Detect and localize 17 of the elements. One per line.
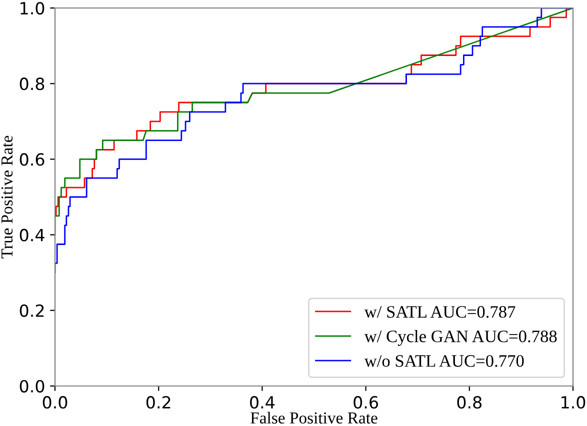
y-tick-label: 0.8 [20,78,44,90]
legend-label: w/ SATL AUC=0.787 [364,306,516,318]
y-tick-label: 0.6 [20,153,44,166]
x-tick-label: 0.2 [146,396,170,409]
x-tick-label: 0.4 [250,396,275,409]
x-axis-title: False Positive Rate [250,412,378,424]
x-tick-label: 1.0 [562,396,586,409]
y-axis-title: True Positive Rate [1,136,13,258]
x-tick-label: 0.6 [354,396,378,409]
y-tick-label: 1.0 [20,2,44,15]
x-tick-label: 0.0 [42,396,68,409]
legend-label: w/ Cycle GAN AUC=0.788 [364,330,557,346]
y-tick-label: 0.4 [20,228,44,242]
legend-label: w/o SATL AUC=0.770 [364,355,524,367]
x-tick-label: 0.8 [457,396,482,409]
y-tick-label: 0.2 [20,304,44,317]
y-tick-label: 0.0 [20,380,44,393]
